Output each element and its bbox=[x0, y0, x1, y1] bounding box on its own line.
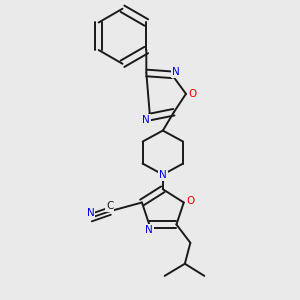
Text: O: O bbox=[188, 89, 197, 99]
Text: O: O bbox=[186, 196, 194, 206]
Text: N: N bbox=[159, 170, 167, 180]
Text: N: N bbox=[146, 225, 153, 235]
Text: N: N bbox=[87, 208, 94, 218]
Text: N: N bbox=[172, 67, 180, 77]
Text: N: N bbox=[142, 115, 150, 125]
Text: C: C bbox=[106, 201, 113, 211]
